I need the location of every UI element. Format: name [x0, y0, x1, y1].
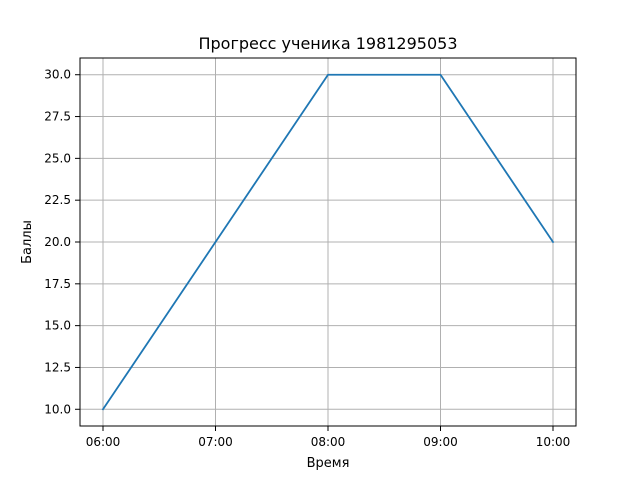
x-tick-label: 06:00 [86, 435, 121, 449]
y-tick-label: 15.0 [44, 319, 71, 333]
y-tick-label: 25.0 [44, 151, 71, 165]
x-tick-label: 10:00 [536, 435, 571, 449]
y-tick-label: 12.5 [44, 360, 71, 374]
y-tick-label: 27.5 [44, 110, 71, 124]
series-line [101, 73, 555, 411]
y-tick-label: 22.5 [44, 193, 71, 207]
y-tick-label: 10.0 [44, 402, 71, 416]
x-tick-label: 08:00 [311, 435, 346, 449]
series-layer [101, 73, 555, 411]
y-axis-ticks: 10.0 12.5 15.0 17.5 20.0 22.5 25.0 27.5 30.0 [44, 68, 80, 416]
x-tick-label: 09:00 [423, 435, 458, 449]
y-tick-label: 20.0 [44, 235, 71, 249]
y-tick-label: 30.0 [44, 68, 71, 82]
y-axis-label: Баллы [20, 220, 35, 264]
chart-title: Прогресс ученика 1981295053 [198, 34, 457, 53]
x-tick-label: 07:00 [198, 435, 233, 449]
x-axis-label: Время [307, 456, 350, 471]
y-tick-label: 17.5 [44, 277, 71, 291]
x-axis-ticks: 06:00 07:00 08:00 09:00 10:00 [86, 426, 571, 449]
